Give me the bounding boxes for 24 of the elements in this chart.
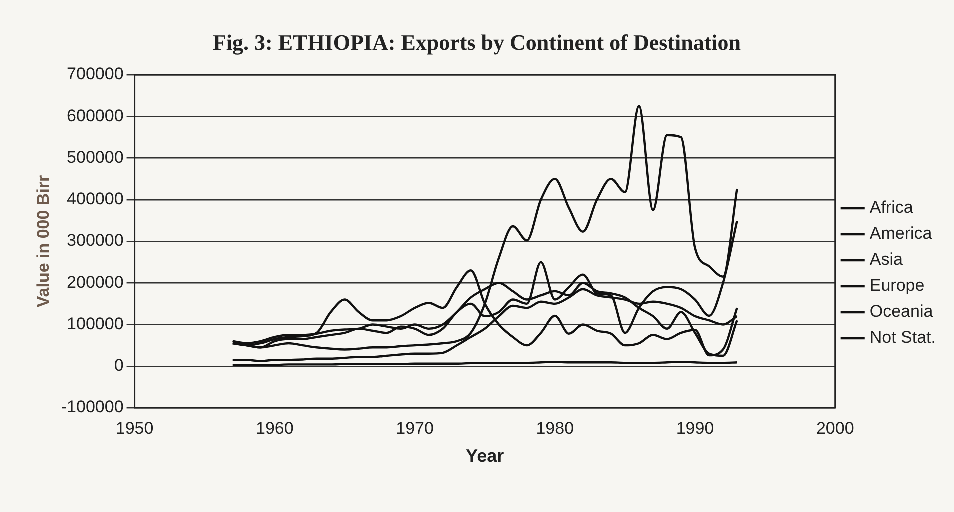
y-tick-label: 100000 [67, 314, 124, 334]
x-tick-label: 1970 [396, 418, 434, 438]
legend-label: Oceania [870, 302, 934, 322]
legend-label: Not Stat. [870, 328, 936, 348]
x-tick-label: 1990 [676, 418, 714, 438]
x-tick-label: 2000 [816, 418, 854, 438]
x-tick-label: 1950 [116, 418, 154, 438]
x-axis-title: Year [466, 446, 504, 466]
y-axis-title: Value in 000 Birr [34, 174, 53, 308]
y-tick-label: -100000 [61, 398, 124, 417]
y-tick-label: 500000 [67, 148, 124, 167]
legend-label: America [870, 224, 933, 244]
x-tick-label: 1980 [536, 418, 574, 438]
y-tick-label: 700000 [67, 64, 124, 84]
legend-label: Europe [870, 276, 925, 296]
x-tick-label: 1960 [256, 418, 294, 438]
y-tick-label: 0 [114, 356, 124, 376]
legend-label: Africa [870, 198, 914, 218]
y-tick-label: 400000 [67, 190, 124, 209]
y-tick-label: 300000 [67, 231, 124, 250]
legend-label: Asia [870, 250, 904, 270]
chart-title: Fig. 3: ETHIOPIA: Exports by Continent of Destination [212, 30, 742, 56]
y-tick-label: 600000 [67, 106, 124, 126]
y-tick-label: 200000 [67, 272, 124, 292]
